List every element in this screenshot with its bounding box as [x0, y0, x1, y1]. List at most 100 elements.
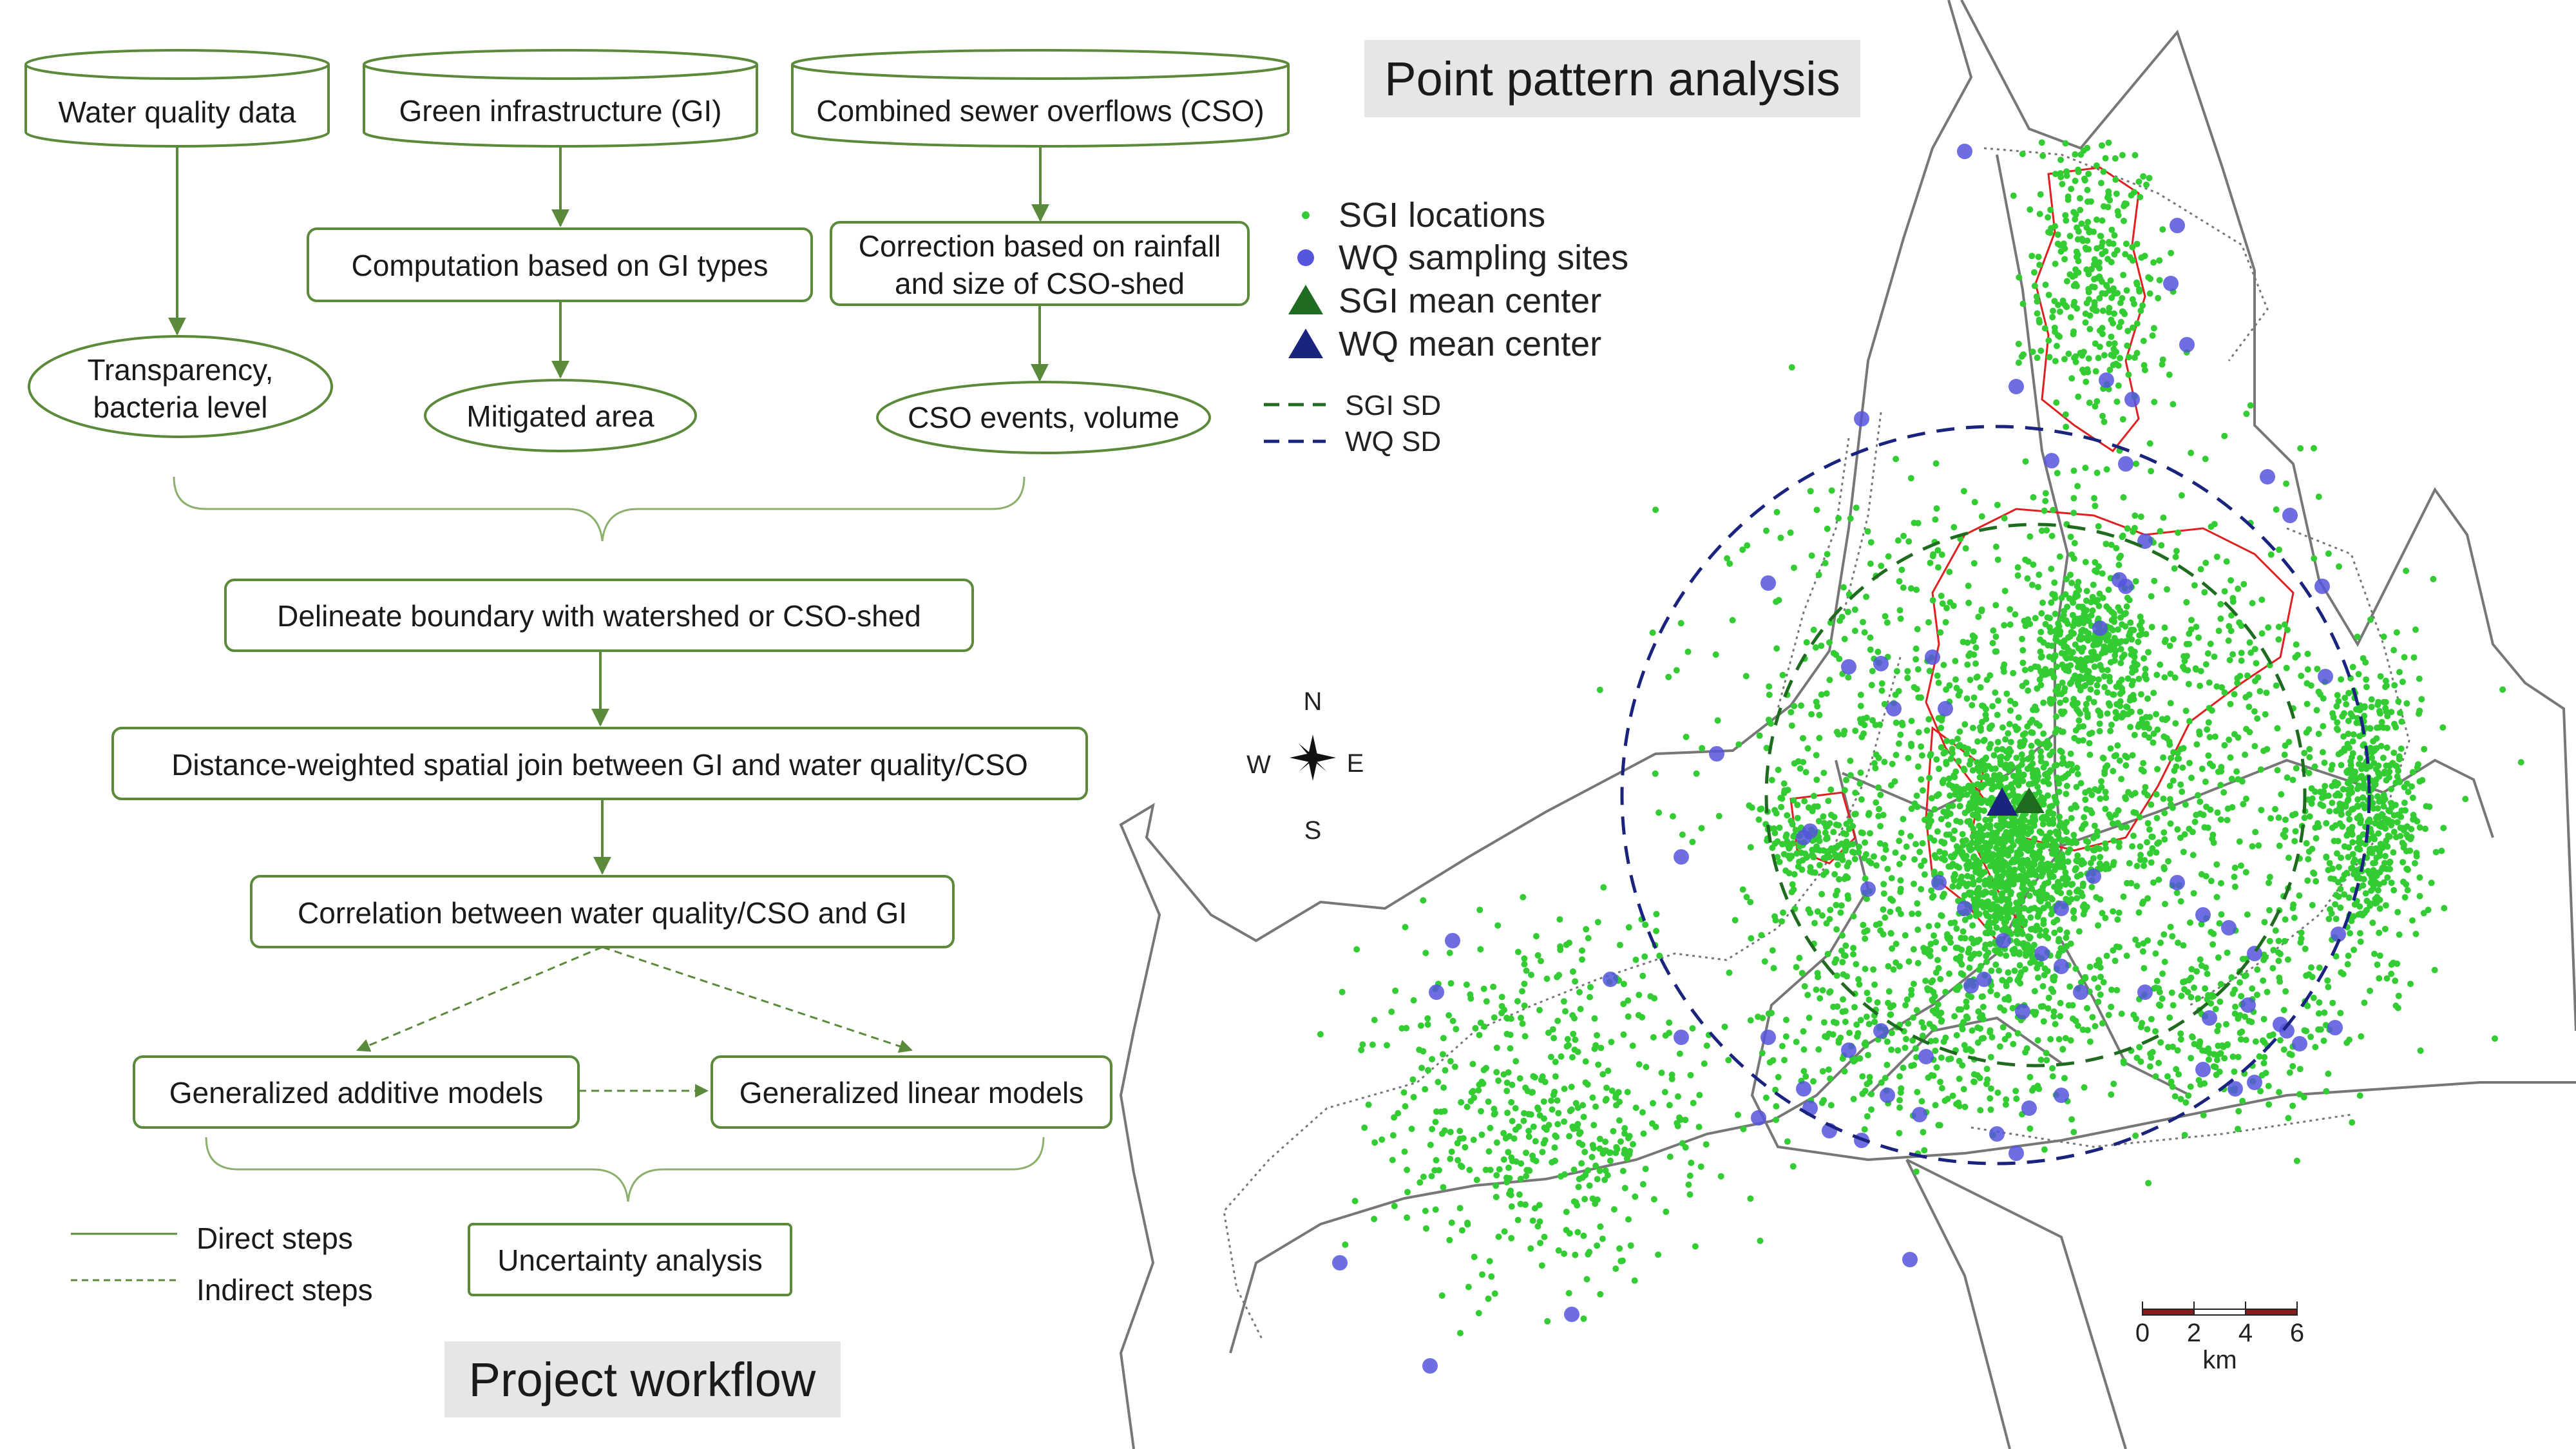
sgi-point	[1695, 1124, 1703, 1131]
sgi-point	[1799, 857, 1806, 864]
sgi-point	[2072, 151, 2079, 158]
sgi-point	[1857, 691, 1864, 698]
sgi-point	[2029, 729, 2036, 736]
sgi-point	[2040, 1018, 2047, 1025]
sgi-point	[1772, 1086, 1779, 1093]
sgi-point	[1610, 1206, 1617, 1213]
sgi-point	[1810, 792, 1817, 800]
sgi-point	[2029, 946, 2036, 954]
sgi-point	[2205, 719, 2212, 726]
sgi-point	[2097, 233, 2104, 240]
sgi-point	[2074, 852, 2081, 859]
sgi-point	[2052, 358, 2059, 365]
sgi-point	[1937, 1079, 1943, 1086]
sgi-point	[1996, 771, 2003, 778]
sgi-point	[1921, 1147, 1928, 1154]
sgi-point	[2345, 826, 2352, 833]
sgi-point	[2275, 957, 2282, 964]
sgi-point	[1833, 651, 1840, 658]
sgi-point	[2182, 707, 2190, 715]
sgi-point	[2137, 1058, 2144, 1065]
sgi-point	[1985, 763, 1992, 770]
sgi-point	[2231, 1068, 2238, 1075]
sgi-point	[1579, 956, 1585, 963]
sgi-point	[1856, 843, 1862, 850]
sgi-point	[2110, 691, 2117, 698]
sgi-point	[2022, 458, 2029, 465]
sgi-point	[2380, 879, 2387, 886]
sgi-point	[2195, 995, 2202, 1002]
sgi-point	[2070, 907, 2077, 914]
sgi-point	[1940, 750, 1947, 757]
sgi-point	[2028, 780, 2036, 787]
sgi-point	[1842, 830, 1849, 838]
sgi-point	[2016, 274, 2023, 281]
sgi-point	[1536, 1006, 1543, 1013]
sgi-point	[1867, 646, 1874, 653]
watershed-north	[1983, 147, 2269, 361]
sgi-point	[2036, 1086, 2043, 1093]
sgi-point	[2063, 791, 2070, 798]
sgi-point	[2088, 599, 2094, 606]
sgi-point	[1908, 1062, 1915, 1070]
correlation-label: Correlation between water quality/CSO an…	[298, 896, 907, 930]
sgi-point	[2132, 667, 2139, 674]
sgi-point	[1974, 857, 1980, 864]
sgi-point	[1852, 727, 1859, 734]
sgi-point	[2048, 599, 2055, 606]
sgi-point	[2135, 909, 2142, 916]
sgi-point	[1956, 795, 1963, 802]
sgi-point	[2107, 745, 2114, 752]
sgi-point	[2386, 808, 2393, 815]
sgi-point	[2113, 398, 2121, 405]
sgi-point	[2213, 683, 2220, 690]
sgi-point	[1470, 1137, 1477, 1144]
sgi-point	[2036, 842, 2043, 849]
sgi-point	[2042, 497, 2049, 504]
sgi-point	[2368, 845, 2375, 852]
sgi-point	[2066, 595, 2073, 602]
sgi-point	[2265, 1082, 2272, 1089]
sgi-point	[2284, 774, 2291, 781]
sgi-point	[2156, 276, 2163, 283]
sgi-point	[2003, 690, 2010, 697]
sgi-point	[1714, 717, 1721, 724]
sgi-point	[1425, 1067, 1432, 1074]
sgi-point	[2108, 316, 2115, 323]
sgi-point	[1379, 1136, 1386, 1143]
sgi-point	[2066, 271, 2074, 278]
sgi-point	[2049, 844, 2056, 851]
sgi-point	[1893, 941, 1900, 947]
sgi-point	[1833, 926, 1840, 933]
sgi-point	[2090, 261, 2097, 268]
sgi-point	[2218, 684, 2226, 691]
sgi-point	[1994, 711, 2001, 718]
sgi-point	[1765, 1010, 1772, 1017]
sgi-point	[1987, 863, 1994, 870]
sgi-point	[2141, 789, 2148, 796]
sgi-point	[1791, 760, 1798, 767]
sgi-point	[2388, 879, 2395, 887]
sgi-point	[2184, 667, 2191, 674]
sgi-point	[1975, 838, 1982, 845]
sgi-point	[1947, 1055, 1954, 1062]
sgi-point	[2328, 766, 2335, 773]
sgi-point	[2284, 626, 2291, 633]
sgi-point	[2349, 1119, 2356, 1126]
sgi-point	[2383, 975, 2390, 982]
sgi-point	[1521, 981, 1528, 987]
sgi-point	[2128, 708, 2135, 715]
sgi-point	[1929, 894, 1936, 901]
wq-point	[1918, 1049, 1934, 1064]
sgi-point	[2150, 879, 2157, 886]
sgi-point	[1726, 969, 1733, 976]
sgi-point	[2197, 1038, 2204, 1045]
harbor-line-2	[1906, 1158, 2127, 1449]
sgi-point	[2352, 706, 2360, 713]
sgi-point	[2462, 796, 2469, 803]
sgi-point	[1981, 844, 1987, 851]
sgi-point	[2085, 355, 2092, 362]
sgi-point	[1956, 864, 1963, 871]
sgi-point	[2402, 807, 2409, 814]
sgi-point	[2396, 931, 2403, 938]
